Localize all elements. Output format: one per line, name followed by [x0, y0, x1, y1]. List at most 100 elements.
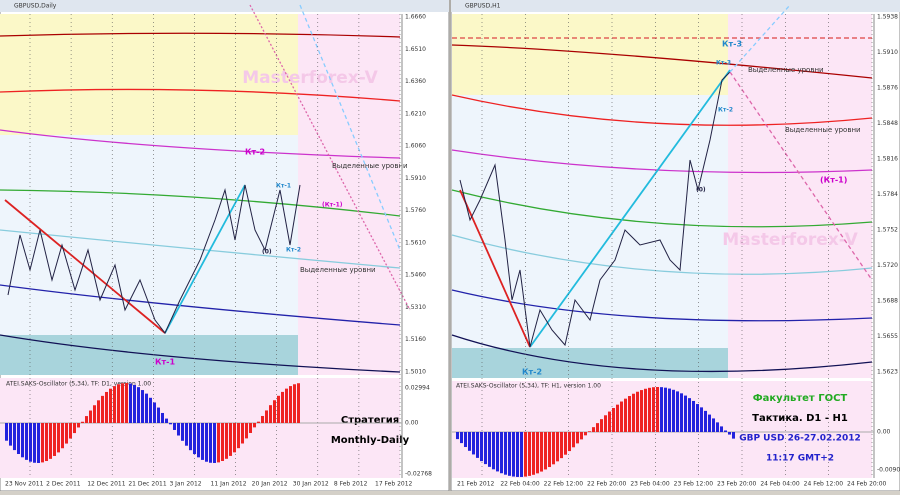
time-label: 22 Feb 04:00	[500, 481, 540, 488]
oscillator-bar	[572, 432, 575, 448]
oscillator-bar	[81, 421, 84, 423]
time-label: 8 Feb 2012	[334, 481, 368, 488]
oscillator-bar	[508, 432, 511, 476]
oscillator-bar	[656, 387, 659, 432]
oscillator-bar	[564, 432, 567, 455]
price-label: 1.5752	[877, 227, 898, 234]
oscillator-bar	[261, 415, 264, 423]
price-label: 1.5910	[877, 49, 898, 56]
price-label: 1.6660	[405, 14, 426, 21]
oscillator-bar	[65, 423, 68, 444]
oscillator-bar	[456, 432, 459, 440]
time-label: 3 Jan 2012	[169, 481, 201, 488]
oscillator-bar	[29, 423, 32, 462]
price-label: 1.5760	[405, 207, 426, 214]
oscillator-bar	[37, 423, 40, 463]
oscillator-bar	[652, 387, 655, 432]
oscillator-bar	[213, 423, 216, 463]
price-label: 1.5160	[405, 336, 426, 343]
oscillator-bar	[257, 421, 260, 423]
oscillator-bar	[137, 387, 140, 423]
oscillator-title: ATEI.SAKS-Oscillator (5,34), TF: D1, ver…	[6, 381, 151, 388]
oscillator-bar	[584, 432, 587, 436]
oscillator-bar	[41, 423, 44, 463]
oscillator-bar	[496, 432, 499, 472]
oscillator-bar	[596, 423, 599, 432]
oscillator-bar	[253, 423, 256, 428]
oscillator-bar	[500, 432, 503, 474]
oscillator-bar	[241, 423, 244, 444]
oscillator-bar	[273, 400, 276, 423]
oscillator-bar	[297, 383, 300, 423]
price-label: 1.6210	[405, 110, 426, 117]
oscillator-bar	[189, 423, 192, 451]
oscillator-bar	[101, 395, 104, 423]
time-label: 11 Jan 2012	[211, 481, 247, 488]
oscillator-bar	[201, 423, 204, 460]
window-daily: GBPUSD,Daily Masterforex-V Кт-2 Кт-1 Кт-…	[0, 0, 450, 492]
oscillator-bar	[33, 423, 36, 463]
oscillator-level: -0.02768	[405, 471, 432, 478]
time-label: 20 Jan 2012	[252, 481, 288, 488]
price-label: 1.5655	[877, 333, 898, 340]
oscillator-bar	[205, 423, 208, 462]
caption: 11:17 GMT+2	[766, 454, 834, 464]
oscillator-bar	[536, 432, 539, 474]
annotation: Выделенные уровни	[748, 66, 824, 74]
oscillator-bar	[289, 386, 292, 423]
window-title: GBPUSD,H1	[465, 3, 501, 10]
oscillator-bar	[504, 432, 507, 475]
oscillator-bar	[105, 391, 108, 423]
oscillator-bar	[556, 432, 559, 462]
oscillator-bar	[9, 423, 12, 446]
oscillator-bar	[197, 423, 200, 458]
oscillator-level: -0.00901	[877, 467, 900, 474]
oscillator-bar	[568, 432, 571, 452]
time-label: 23 Feb 20:00	[717, 481, 757, 488]
price-label: 1.5720	[877, 262, 898, 269]
oscillator-bar	[97, 400, 100, 423]
oscillator-bar	[552, 432, 555, 465]
oscillator-bar	[680, 393, 683, 432]
oscillator-bar	[153, 402, 156, 423]
oscillator-bar	[524, 432, 527, 477]
time-label: 22 Feb 12:00	[544, 481, 584, 488]
oscillator-bar	[229, 423, 232, 456]
oscillator-bar	[676, 391, 679, 432]
caption: Тактика. D1 - H1	[752, 413, 848, 424]
oscillator-bar	[580, 432, 583, 440]
caption: GBP USD 26-27.02.2012	[739, 434, 861, 444]
oscillator-bar	[516, 432, 519, 477]
oscillator-bar	[512, 432, 515, 477]
watermark: Masterforex-V	[242, 68, 378, 88]
annotation: Выделенные уровни	[300, 266, 376, 274]
oscillator-bar	[648, 387, 651, 432]
price-label: 1.5910	[405, 175, 426, 182]
price-label: 1.5460	[405, 272, 426, 279]
oscillator-bar	[592, 427, 595, 432]
oscillator-bar	[544, 432, 547, 470]
oscillator-bar	[129, 383, 132, 423]
oscillator-bar	[45, 423, 48, 462]
price-label: 1.5623	[877, 369, 898, 376]
oscillator-bar	[480, 432, 483, 462]
oscillator-title: ATEI.SAKS-Oscillator (5,34), TF: H1, ver…	[456, 383, 601, 390]
oscillator-bar	[600, 419, 603, 432]
price-label: 1.5938	[877, 14, 898, 21]
oscillator-bar	[173, 423, 176, 430]
oscillator-bar	[464, 432, 467, 448]
oscillator-bar	[49, 423, 52, 459]
annotation: Кт-3	[722, 40, 742, 49]
oscillator-bar	[520, 432, 523, 477]
oscillator-bar	[265, 410, 268, 423]
oscillator-bar	[249, 423, 252, 433]
oscillator-bar	[696, 404, 699, 432]
price-label: 1.6360	[405, 78, 426, 85]
time-label: 24 Feb 12:00	[804, 481, 844, 488]
watermark: Masterforex-V	[722, 230, 858, 250]
oscillator-bar	[624, 398, 627, 432]
oscillator-bar	[141, 390, 144, 423]
oscillator-bar	[93, 405, 96, 423]
oscillator-bar	[484, 432, 487, 465]
oscillator-bar	[636, 391, 639, 432]
